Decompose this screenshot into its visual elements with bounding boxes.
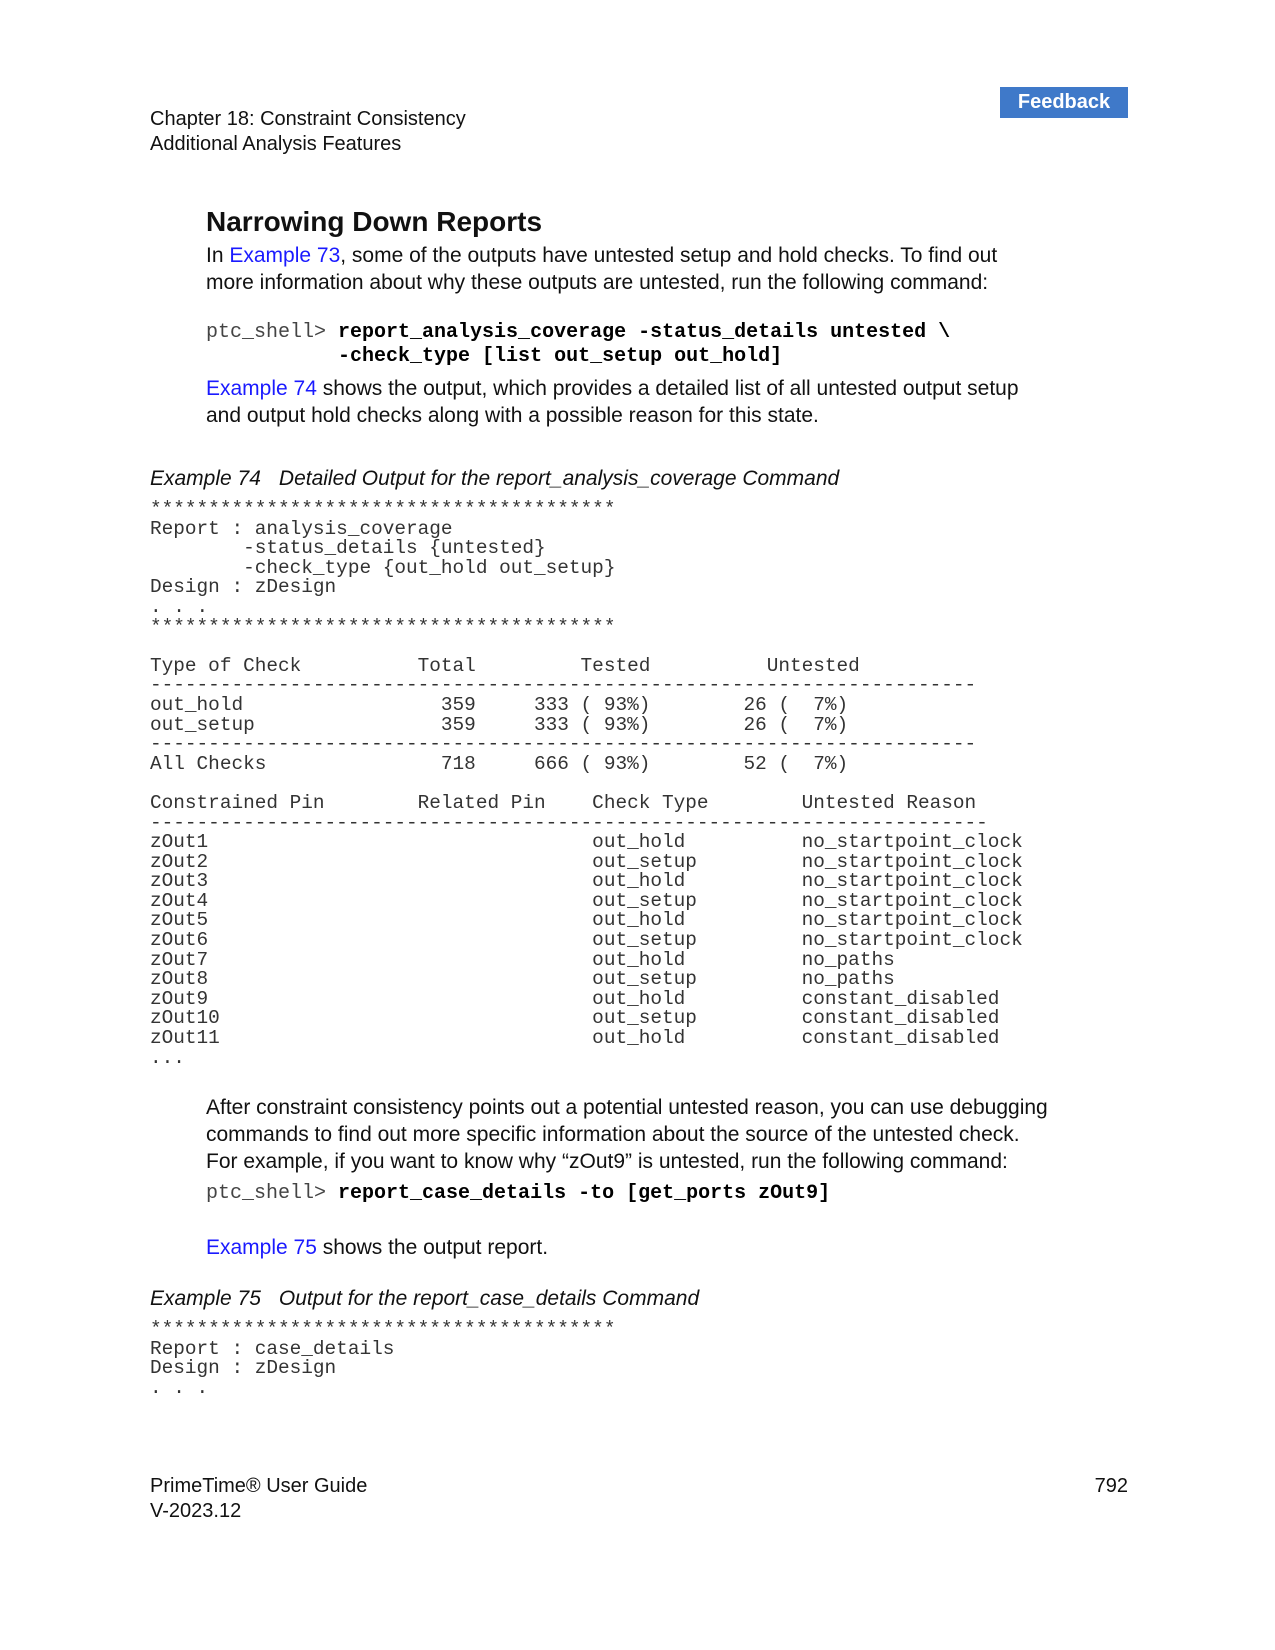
output-description-paragraph: Example 74 shows the output, which provi… [206, 375, 1136, 429]
code-line: All Checks 718 666 ( 93%) 52 ( 7%) [150, 752, 849, 775]
code-line: -status_details {untested} [150, 537, 546, 560]
code-line: ----------------------------------------… [150, 733, 977, 756]
code-line: zOut1 out_hold no_startpoint_clock [150, 831, 1023, 854]
debugging-paragraph: After constraint consistency points out … [206, 1094, 1166, 1175]
code-line: . . . [150, 595, 209, 618]
feedback-button[interactable]: Feedback [1000, 87, 1128, 118]
page-number: 792 [1094, 1475, 1128, 1497]
example-73-link[interactable]: Example 73 [229, 244, 341, 267]
code-line: zOut10 out_setup constant_disabled [150, 1007, 1000, 1030]
code-line: **************************************** [150, 615, 616, 638]
example-74-caption: Example 74 Detailed Output for the report… [150, 467, 839, 491]
example-75-output: ****************************************… [150, 1318, 616, 1399]
code-line: **************************************** [150, 1318, 616, 1340]
example-75-intro: Example 75 shows the output report. [206, 1234, 1136, 1261]
code-line: Type of Check Total Tested Untested [150, 654, 860, 677]
shell-prompt: ptc_shell> [206, 1182, 339, 1205]
command-line-2: -check_type [list out_setup out_hold] [338, 345, 783, 368]
code-line: Design : zDesign [150, 1357, 337, 1380]
command-block-2: ptc_shell> report_case_details -to [get_… [206, 1182, 830, 1206]
command-line-1: report_analysis_coverage -status_details… [338, 321, 951, 344]
guide-version: V-2023.12 [150, 1500, 242, 1522]
para3-line2: commands to find out more specific infor… [206, 1123, 1020, 1146]
para1-line2: more information about why these outputs… [206, 271, 989, 294]
example-75-number: Example 75 [150, 1287, 261, 1310]
running-header: Chapter 18: Constraint Consistency Addit… [150, 107, 466, 157]
para2-line1: shows the output, which provides a detai… [316, 377, 1019, 400]
code-line: Report : analysis_coverage [150, 517, 453, 540]
code-line: zOut4 out_setup no_startpoint_clock [150, 889, 1023, 912]
code-line: zOut8 out_setup no_paths [150, 968, 895, 991]
code-line: ----------------------------------------… [150, 811, 988, 834]
para3-line3: For example, if you want to know why “zO… [206, 1150, 1008, 1173]
intro-paragraph: In Example 73, some of the outputs have … [206, 242, 1136, 296]
example-74-link[interactable]: Example 74 [206, 377, 317, 400]
para3-line1: After constraint consistency points out … [206, 1096, 1048, 1119]
para1-prefix: In [206, 244, 230, 267]
para4-text: shows the output report. [316, 1236, 549, 1259]
para1-line1: , some of the outputs have untested setu… [340, 244, 998, 267]
code-line: out_hold 359 333 ( 93%) 26 ( 7%) [150, 693, 849, 716]
section-title: Additional Analysis Features [150, 133, 402, 155]
code-line: . . . [150, 1376, 209, 1399]
code-line: ----------------------------------------… [150, 674, 977, 697]
chapter-title: Chapter 18: Constraint Consistency [150, 108, 466, 130]
code-line: ... [150, 1046, 185, 1069]
code-line: zOut5 out_hold no_startpoint_clock [150, 909, 1023, 932]
shell-prompt: ptc_shell> [206, 321, 339, 344]
code-line: -check_type {out_hold out_setup} [150, 556, 616, 579]
section-heading: Narrowing Down Reports [206, 206, 543, 237]
guide-title: PrimeTime® User Guide [150, 1475, 368, 1497]
code-line: Constrained Pin Related Pin Check Type U… [150, 791, 977, 814]
code-line: **************************************** [150, 498, 616, 520]
example-75-title: Output for the report_case_details Comma… [278, 1287, 700, 1310]
code-line: out_setup 359 333 ( 93%) 26 ( 7%) [150, 713, 849, 736]
code-line: zOut11 out_hold constant_disabled [150, 1027, 1000, 1050]
command-block-1: ptc_shell> report_analysis_coverage -sta… [206, 321, 950, 369]
code-line: Design : zDesign [150, 576, 337, 599]
code-line: zOut7 out_hold no_paths [150, 948, 895, 971]
example-75-caption: Example 75 Output for the report_case_det… [150, 1287, 699, 1311]
code-line: zOut9 out_hold constant_disabled [150, 987, 1000, 1010]
code-line [150, 774, 1023, 794]
code-line: zOut3 out_hold no_startpoint_clock [150, 870, 1023, 893]
example-74-output: ****************************************… [150, 498, 1023, 1069]
para2-line2: and output hold checks along with a poss… [206, 404, 819, 427]
code-line: zOut2 out_setup no_startpoint_clock [150, 850, 1023, 873]
example-75-link[interactable]: Example 75 [206, 1236, 317, 1259]
code-line: zOut6 out_setup no_startpoint_clock [150, 929, 1023, 952]
command-indent [206, 345, 338, 368]
example-74-title: Detailed Output for the report_analysis_… [278, 467, 840, 490]
code-line [150, 637, 1023, 657]
page-footer: PrimeTime® User Guide V-2023.12 [150, 1474, 367, 1524]
example-74-number: Example 74 [150, 467, 261, 490]
command-text: report_case_details -to [get_ports zOut9… [338, 1182, 831, 1205]
code-line: Report : case_details [150, 1337, 395, 1360]
